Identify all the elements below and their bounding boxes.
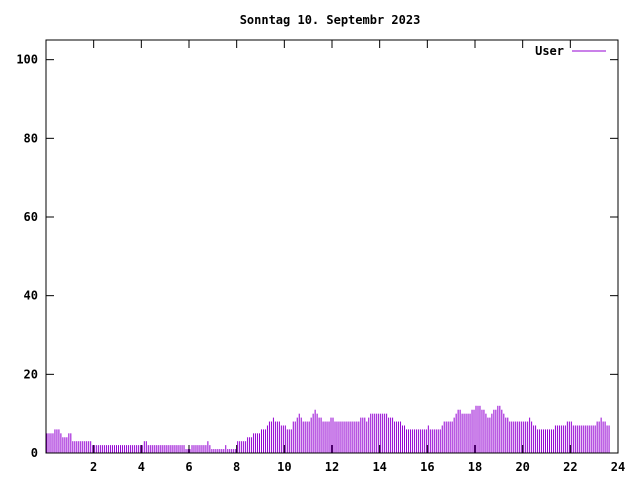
y-tick-label: 0 (31, 446, 38, 460)
y-tick-label: 100 (16, 53, 38, 67)
x-tick-label: 12 (325, 460, 339, 474)
y-tick-label: 80 (24, 131, 38, 145)
x-tick-label: 22 (563, 460, 577, 474)
x-tick-label: 18 (468, 460, 482, 474)
x-tick-label: 8 (233, 460, 240, 474)
x-tick-label: 10 (277, 460, 291, 474)
x-tick-label: 4 (138, 460, 145, 474)
x-tick-label: 16 (420, 460, 434, 474)
chart-title: Sonntag 10. Septembr 2023 (240, 13, 421, 27)
y-tick-label: 60 (24, 210, 38, 224)
plot-frame (45, 39, 619, 454)
x-tick-label: 2 (90, 460, 97, 474)
x-tick-label: 24 (611, 460, 625, 474)
x-tick-label: 6 (185, 460, 192, 474)
legend: User (535, 44, 606, 58)
y-tick-label: 40 (24, 289, 38, 303)
bar-series-user (46, 405, 610, 453)
x-tick-label: 20 (515, 460, 529, 474)
x-tick-label: 14 (372, 460, 386, 474)
y-tick-label: 20 (24, 367, 38, 381)
legend-label-user: User (535, 44, 564, 58)
